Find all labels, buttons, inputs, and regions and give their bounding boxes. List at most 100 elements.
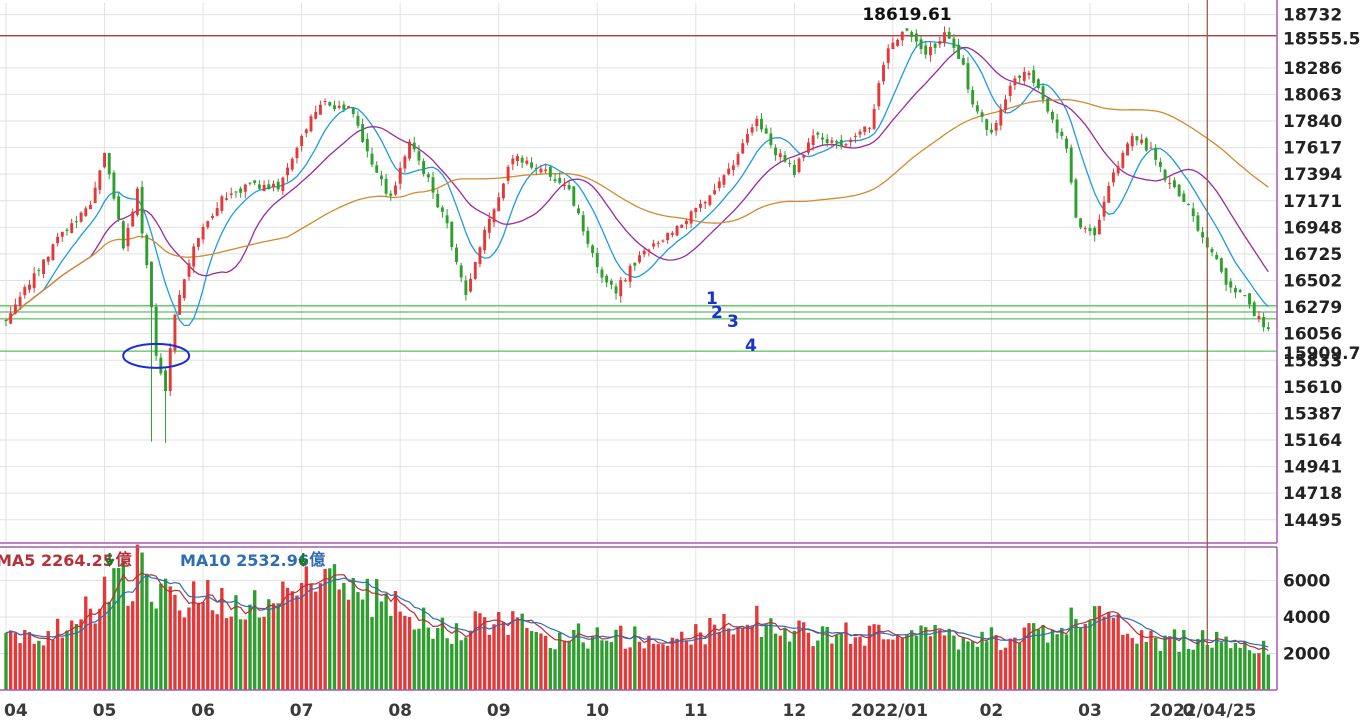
candle-body <box>628 265 632 282</box>
candle-body <box>553 179 557 182</box>
volume-bar <box>431 638 435 690</box>
candle <box>806 137 810 156</box>
candle <box>1234 285 1237 299</box>
candle <box>65 228 69 236</box>
volume-bar <box>609 642 614 690</box>
volume-bar <box>88 608 93 690</box>
volume-bar <box>975 646 980 690</box>
candle <box>276 178 280 192</box>
volume-bar <box>1266 654 1270 690</box>
candle-body <box>1111 172 1115 183</box>
candle-body <box>1046 98 1050 112</box>
candle-body <box>248 182 252 184</box>
volume-bar <box>32 643 36 690</box>
candle <box>844 142 848 148</box>
candle-body <box>422 161 426 174</box>
candle <box>797 157 801 174</box>
candle-body <box>713 190 717 195</box>
candle <box>769 127 773 149</box>
volume-bar <box>177 610 182 690</box>
candle <box>1036 78 1040 90</box>
price-tick-label: 18286 <box>1283 59 1342 79</box>
candle-body <box>886 48 890 63</box>
volume-bar <box>55 618 60 690</box>
candle <box>239 186 243 198</box>
candle-body <box>379 175 383 180</box>
price-tick-label: 16279 <box>1283 298 1342 318</box>
candle-body <box>314 111 318 119</box>
candle-body <box>656 242 660 244</box>
candle <box>741 139 745 155</box>
volume-bar <box>464 637 468 690</box>
candle-body <box>215 208 219 216</box>
volume-bar <box>1172 629 1177 690</box>
candle-body <box>272 183 275 188</box>
candle-body <box>201 226 205 240</box>
volume-bar <box>525 627 529 690</box>
candle-body <box>1196 215 1200 231</box>
candle-body <box>506 166 510 181</box>
price-tick-label: 18732 <box>1283 6 1342 26</box>
candle <box>1243 294 1247 297</box>
volume-bar <box>731 634 736 690</box>
volume-bar <box>985 641 989 690</box>
volume-bar <box>478 613 482 690</box>
volume-bar <box>501 622 506 690</box>
candle-body <box>469 278 473 292</box>
candle <box>318 100 322 115</box>
volume-bar <box>1078 627 1083 690</box>
candle-body <box>600 269 604 278</box>
candle-body <box>32 273 36 288</box>
candle <box>750 123 754 136</box>
candle-body <box>361 124 365 142</box>
candle-body <box>389 193 393 196</box>
candle-body <box>1144 138 1148 151</box>
candle <box>914 29 918 48</box>
candle-body <box>483 229 487 251</box>
volume-bar <box>717 631 721 690</box>
candle <box>487 212 491 239</box>
candle <box>464 275 468 301</box>
candle <box>792 160 796 178</box>
candle-body <box>1163 169 1167 181</box>
candle <box>1022 66 1026 85</box>
candle <box>455 243 458 265</box>
candle-body <box>938 41 942 45</box>
volume-bar <box>1060 627 1064 690</box>
volume-bar <box>346 599 351 690</box>
candle-body <box>825 139 829 144</box>
candle-body <box>633 262 637 266</box>
volume-bar <box>520 613 524 690</box>
candle <box>985 118 989 136</box>
candle-body <box>492 209 496 223</box>
volume-bar <box>220 587 224 690</box>
candle-body <box>309 116 313 132</box>
candle-body <box>933 43 937 48</box>
candle <box>722 174 726 188</box>
candle <box>478 246 482 268</box>
annotations: 18619.61 12 34 <box>122 0 1208 690</box>
candle <box>1097 214 1101 235</box>
volume-bar <box>1036 629 1041 690</box>
candle-body <box>520 157 524 163</box>
volume-bar <box>116 567 121 690</box>
candle <box>356 111 360 129</box>
candle <box>947 27 951 39</box>
candle <box>811 129 815 151</box>
volume-bar <box>450 643 454 690</box>
volume-bar <box>159 583 163 690</box>
candle-body <box>619 280 623 297</box>
candle-body <box>140 186 144 234</box>
candle <box>220 194 224 214</box>
volume-bar <box>93 623 97 690</box>
candle-body <box>750 127 754 133</box>
volume-bar <box>529 631 534 690</box>
candle <box>323 98 327 106</box>
price-tick-label: 14718 <box>1283 484 1342 504</box>
volume-bar <box>642 648 646 690</box>
candle-body <box>459 265 463 278</box>
candle <box>886 44 890 70</box>
candle-body <box>1262 317 1266 328</box>
volume-bar <box>820 626 825 690</box>
